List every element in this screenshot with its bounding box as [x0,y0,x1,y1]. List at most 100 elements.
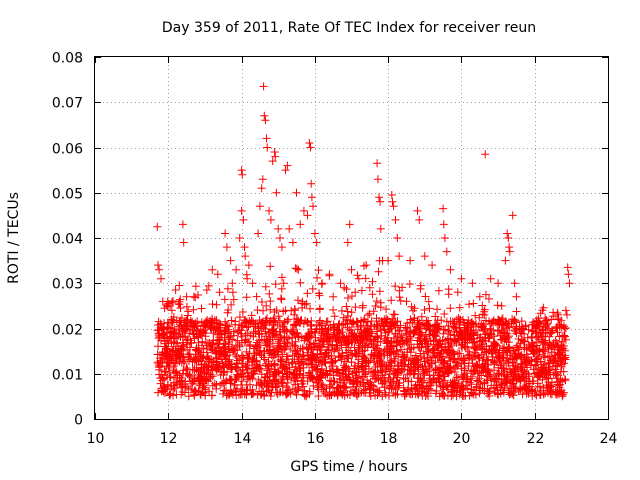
data-point [222,243,231,252]
x-tick-label: 16 [307,431,325,447]
data-point [553,377,562,386]
data-point [223,389,232,398]
data-point [335,336,344,344]
data-point [178,220,187,229]
data-point [351,288,360,297]
data-point [541,328,550,337]
data-point [276,339,285,348]
data-point [221,317,230,326]
data-point [170,374,178,382]
data-point [549,340,558,349]
data-point [306,143,315,152]
data-point [282,390,291,399]
data-point [554,349,563,357]
data-point [494,279,503,288]
x-tick-label: 14 [234,431,252,447]
data-point [156,374,165,383]
data-point [368,372,377,381]
data-point [158,350,167,358]
data-point [221,229,230,238]
data-point [453,288,462,297]
data-point [504,358,513,367]
data-point [252,363,261,372]
data-point [527,332,536,341]
data-point [239,353,248,362]
data-point [386,347,395,356]
data-point [353,379,362,388]
x-tick-label: 22 [527,431,545,447]
data-point [434,342,443,351]
data-point [232,265,241,274]
data-point [437,355,445,364]
data-point [231,350,240,359]
data-point [373,159,382,168]
data-point [206,316,215,325]
data-point [215,350,224,359]
data-point [271,330,280,338]
data-point [389,310,398,319]
data-point [403,323,412,332]
data-point [272,377,281,386]
data-point [510,352,519,361]
data-point [387,191,396,199]
data-point [280,362,288,371]
data-point [224,333,233,341]
data-point [310,229,319,238]
data-point [465,300,474,309]
data-point [350,364,359,373]
data-point [421,324,430,333]
data-point [383,333,392,342]
data-point [220,386,229,395]
data-point [294,265,303,274]
data-point [543,341,552,350]
data-point [437,347,446,356]
data-point [502,337,511,346]
data-point [228,363,236,372]
data-point [204,377,213,386]
data-point [259,82,268,91]
data-point [417,328,426,337]
data-point [296,364,305,373]
data-point [209,329,218,338]
data-point [302,299,311,308]
data-point [539,352,548,361]
data-point [244,373,253,382]
data-point [329,367,337,375]
data-point [204,363,213,372]
data-point [311,327,320,336]
data-point [224,340,233,349]
data-point [394,326,403,335]
data-point [432,387,441,395]
data-point [319,352,328,361]
data-point [436,339,445,348]
data-point [252,292,261,301]
data-point [277,294,285,303]
data-point [329,371,338,380]
data-point [420,357,429,366]
data-point [393,317,402,326]
data-point [158,297,167,306]
data-point [283,327,292,336]
data-point [523,363,532,372]
data-point [493,301,502,310]
data-point [267,388,276,397]
data-point [518,390,527,399]
data-point [177,314,186,322]
data-point [547,315,556,324]
data-point [245,349,254,358]
data-point [369,342,378,351]
data-point [237,321,246,330]
data-point [234,328,243,337]
data-point [285,334,293,343]
data-point [167,306,176,315]
data-point [391,391,400,400]
data-point [302,391,311,400]
data-point [380,373,388,382]
data-point [428,261,437,270]
data-point [175,297,184,306]
data-point [425,371,434,380]
data-point [334,320,343,329]
data-point [554,314,563,323]
data-point [519,325,528,333]
